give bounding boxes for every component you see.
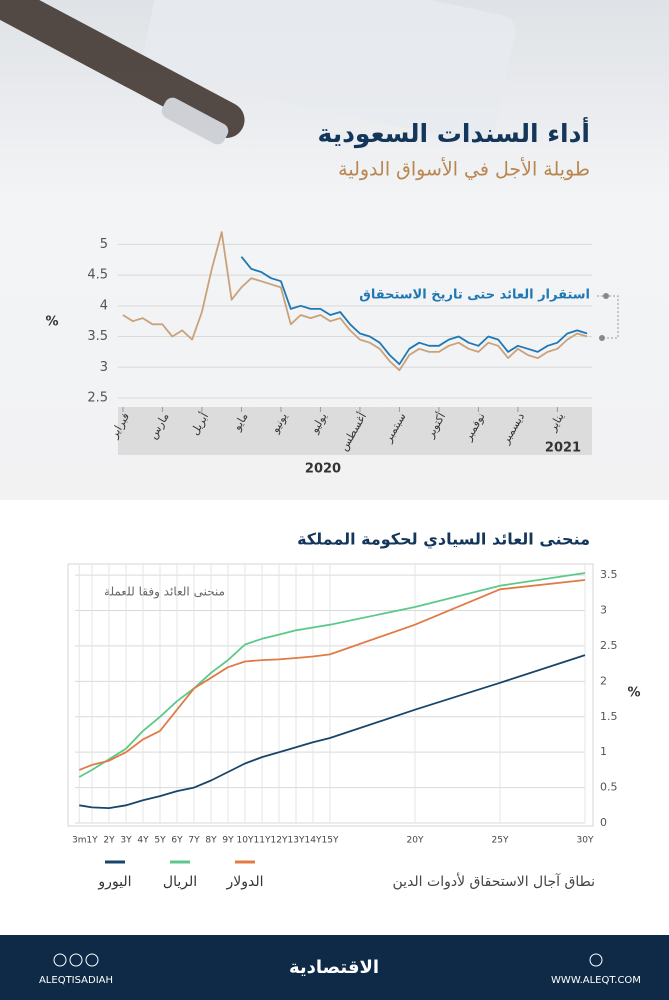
annotation-dot	[599, 335, 605, 341]
annotation-dot	[603, 293, 609, 299]
chart-title: منحنى العائد السيادي لحكومة المملكة	[297, 530, 590, 550]
y-tick-label: 1	[600, 745, 607, 758]
x-tick-label: 8Y	[205, 836, 217, 846]
x-tick-label: 6Y	[171, 836, 183, 846]
y-tick-label: 0.5	[600, 781, 618, 794]
y-tick-label: 3.5	[600, 568, 618, 581]
legend-label: اليورو	[97, 874, 131, 890]
series-line	[122, 231, 588, 372]
footer-site: WWW.ALEQT.COM	[551, 975, 641, 986]
y-axis-label: %	[627, 686, 640, 701]
footer	[0, 935, 669, 1000]
annotation-bracket	[597, 295, 619, 339]
footer-logo: الاقتصادية	[289, 957, 379, 978]
x-tick-label: 11Y	[254, 836, 271, 846]
y-tick-label: 3.5	[87, 329, 108, 344]
chart-subtitle: منحنى العائد وفقا للعملة	[104, 585, 225, 600]
x-tick-label: 5Y	[154, 836, 166, 846]
y-axis-label: %	[45, 315, 58, 330]
y-tick-label: 2.5	[600, 639, 618, 652]
y-tick-label: 3	[100, 360, 108, 375]
y-tick-label: 1.5	[600, 710, 618, 723]
x-tick-label: 25Y	[492, 836, 509, 846]
y-tick-label: 3	[600, 604, 607, 617]
x-tick-label: 2Y	[103, 836, 115, 846]
page-subtitle: طويلة الأجل في الأسواق الدولية	[338, 158, 590, 181]
x-tick-label: 14Y	[305, 836, 322, 846]
y-tick-label: 0	[600, 816, 607, 829]
x-tick-label: 13Y	[288, 836, 305, 846]
y-tick-label: 5	[100, 237, 108, 252]
x-axis-label: نطاق آجال الاستحقاق لأدوات الدين	[393, 872, 595, 890]
social-icon	[53, 953, 67, 967]
series-line	[78, 572, 586, 778]
series-line	[240, 256, 588, 366]
year-label: 2021	[545, 441, 581, 456]
year-label: 2020	[305, 462, 341, 477]
legend-label: الدولار	[225, 874, 263, 890]
social-icon	[85, 953, 99, 967]
y-tick-label: 4.5	[87, 268, 108, 283]
annotation: استقرار العائد حتى تاريخ الاستحقاق	[359, 288, 590, 303]
x-tick-label: 1Y	[86, 836, 98, 846]
series-line	[79, 654, 586, 809]
x-tick-label: 15Y	[322, 836, 339, 846]
x-tick-label: 30Y	[577, 836, 594, 846]
x-tick-label: 3m	[72, 836, 87, 846]
legend-label: الريال	[163, 874, 197, 890]
x-tick-label: 3Y	[120, 836, 132, 846]
x-tick-label: 9Y	[222, 836, 234, 846]
x-tick-label: 10Y	[237, 836, 254, 846]
x-tick-label: 20Y	[407, 836, 424, 846]
social-icon	[69, 953, 83, 967]
x-tick-label: 4Y	[137, 836, 149, 846]
month-band	[118, 407, 592, 455]
bottom-background	[0, 500, 669, 935]
x-tick-label: 12Y	[271, 836, 288, 846]
footer-handle: ALEQTISADIAH	[39, 975, 113, 986]
y-tick-label: 2	[600, 674, 607, 687]
decor	[0, 0, 516, 145]
web-icon	[589, 953, 603, 967]
page-title: أداء السندات السعودية	[318, 117, 590, 149]
x-tick-label: 7Y	[188, 836, 200, 846]
y-tick-label: 2.5	[87, 391, 108, 406]
y-tick-label: 4	[100, 298, 108, 313]
series-line	[78, 579, 586, 771]
